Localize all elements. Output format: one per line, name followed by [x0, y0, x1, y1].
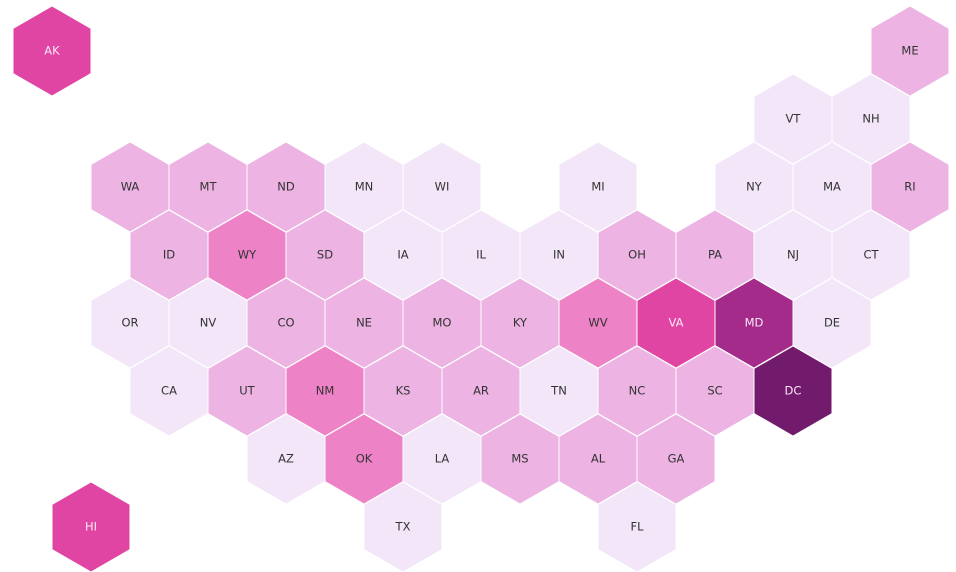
state-label: WA	[121, 180, 140, 194]
state-label: NE	[356, 316, 372, 330]
state-label: WY	[238, 248, 257, 262]
state-label: MD	[745, 316, 764, 330]
state-hex	[753, 345, 833, 437]
state-hex	[597, 481, 677, 572]
state-label: VT	[786, 112, 802, 126]
state-label: KS	[396, 384, 411, 398]
state-label: AK	[44, 44, 60, 58]
state-label: ID	[163, 248, 175, 262]
state-label: MT	[200, 180, 218, 194]
state-hex	[363, 481, 443, 572]
state-label: CT	[863, 248, 879, 262]
state-label: NH	[862, 112, 879, 126]
state-label: NC	[629, 384, 646, 398]
state-label: CA	[161, 384, 177, 398]
state-label: WV	[588, 316, 607, 330]
state-label: MO	[433, 316, 452, 330]
state-label: KY	[513, 316, 528, 330]
state-label: TN	[550, 384, 567, 398]
state-label: SD	[317, 248, 333, 262]
state-label: SC	[707, 384, 722, 398]
state-label: WI	[435, 180, 450, 194]
state-label: RI	[904, 180, 915, 194]
state-label: NY	[746, 180, 763, 194]
state-label: OK	[356, 452, 373, 466]
state-label: NJ	[787, 248, 799, 262]
state-label: VA	[669, 316, 684, 330]
state-label: OH	[628, 248, 646, 262]
state-label: TX	[395, 520, 411, 534]
state-label: OR	[121, 316, 138, 330]
state-label: DE	[824, 316, 840, 330]
state-label: FL	[630, 520, 644, 534]
state-label: AR	[473, 384, 489, 398]
state-label: GA	[668, 452, 685, 466]
state-hex	[12, 5, 92, 97]
state-label: IL	[476, 248, 486, 262]
state-label: LA	[435, 452, 450, 466]
state-label: AL	[591, 452, 606, 466]
state-label: MN	[355, 180, 374, 194]
state-label: MA	[823, 180, 841, 194]
state-label: ND	[277, 180, 295, 194]
state-label: IA	[397, 248, 408, 262]
state-label: NM	[316, 384, 335, 398]
state-label: ME	[901, 44, 918, 58]
state-label: NV	[200, 316, 217, 330]
state-label: DC	[785, 384, 802, 398]
state-label: MS	[511, 452, 528, 466]
state-label: IN	[553, 248, 565, 262]
state-label: PA	[708, 248, 722, 262]
state-label: MI	[591, 180, 604, 194]
state-label: CO	[277, 316, 294, 330]
state-label: AZ	[278, 452, 294, 466]
state-label: HI	[85, 520, 97, 534]
state-label: UT	[239, 384, 255, 398]
state-hex	[51, 481, 131, 572]
